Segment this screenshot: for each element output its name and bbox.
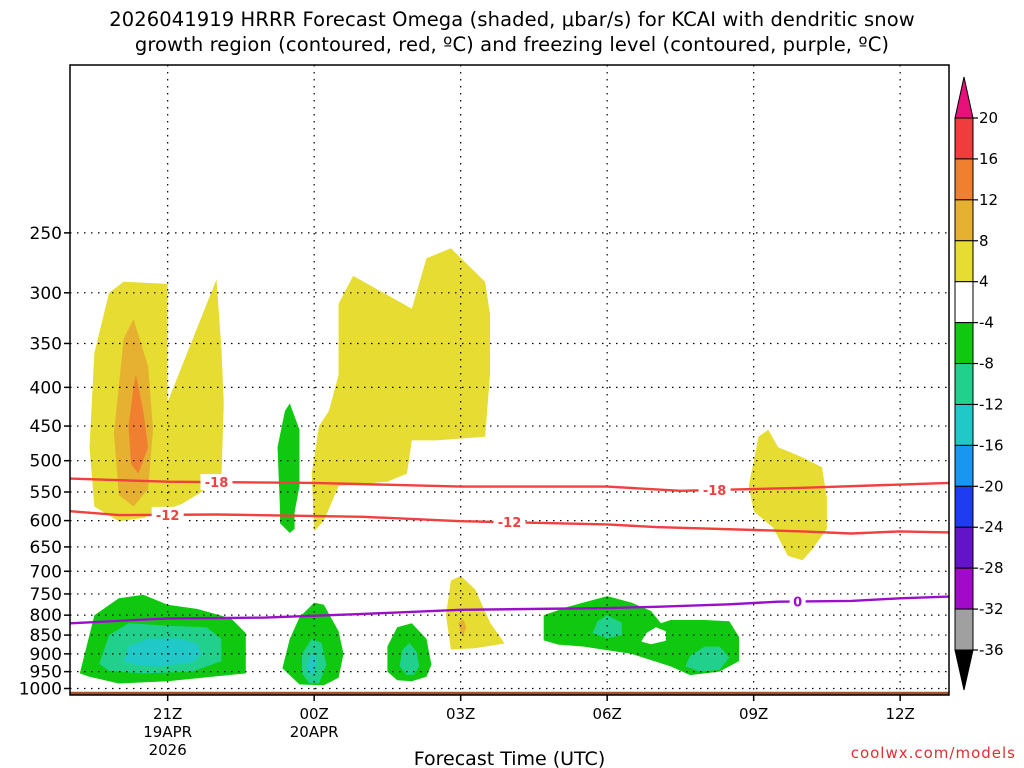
y-tick-label: 800 [30, 606, 62, 626]
omega-shaded-region [641, 627, 666, 645]
y-tick-label: 250 [30, 224, 62, 244]
colorbar-label: -16 [979, 436, 1004, 454]
colorbar-box [954, 240, 974, 283]
colorbar-box [954, 608, 974, 651]
y-tick-label: 700 [30, 562, 62, 582]
colorbar-label: -20 [979, 477, 1004, 495]
colorbar-label: -32 [979, 600, 1004, 618]
y-tick-label: 950 [30, 663, 62, 683]
colorbar-top-arrow [954, 76, 974, 119]
omega-shaded-region [543, 596, 739, 676]
colorbar-bottom-arrow [954, 649, 974, 691]
omega-shaded-region [458, 619, 467, 636]
x-tick-label: 12Z [885, 705, 914, 723]
x-tick-label: 09Z [739, 705, 768, 723]
omega-shaded-region [311, 248, 490, 532]
omega-shaded-region [306, 653, 317, 676]
colorbar-box [954, 117, 974, 160]
colorbar-box [954, 199, 974, 242]
contour-label: -12 [498, 516, 522, 531]
omega-shaded-region [277, 403, 300, 533]
colorbar-box [954, 526, 974, 569]
y-tick-label: 500 [30, 452, 62, 472]
x-tick-label: 00Z [299, 705, 328, 723]
colorbar-label: 16 [979, 150, 998, 168]
colorbar-label: -4 [979, 314, 994, 332]
contour-label: -18 [205, 476, 229, 491]
colorbar-box [954, 363, 974, 405]
colorbar-label: -12 [979, 395, 1004, 413]
contour-line--12 [69, 510, 950, 535]
colorbar-label: 12 [979, 191, 998, 209]
y-tick-label: 850 [30, 626, 62, 646]
plot-frame [69, 64, 950, 696]
contour-label: -18 [703, 484, 727, 499]
contour-label: -12 [156, 509, 180, 524]
colorbar-label: -8 [979, 355, 994, 373]
x-tick-year: 2026 [149, 741, 187, 759]
contour-label-bg [698, 481, 731, 498]
x-axis-title: Forecast Time (UTC) [414, 748, 605, 768]
colorbar-label: 20 [979, 109, 998, 127]
colorbar-label: -36 [979, 641, 1004, 659]
colorbar-box [954, 281, 974, 324]
x-tick-label: 06Z [592, 705, 621, 723]
y-tick-label: 1000 [19, 679, 62, 699]
contour-line-0 [69, 595, 950, 625]
y-tick-label: 300 [30, 284, 62, 304]
omega-shaded-region [123, 638, 202, 667]
omega-shaded-region [592, 615, 622, 639]
y-tick-label: 350 [30, 334, 62, 354]
contour-label-bg [200, 474, 233, 491]
omega-shaded-region [446, 575, 505, 650]
chart-title-line2: growth region (contoured, red, ºC) and f… [134, 33, 890, 56]
colorbar-box [954, 322, 974, 365]
y-tick-label: 550 [30, 483, 62, 503]
omega-shaded-region [399, 642, 420, 676]
chart-title-line1: 2026041919 HRRR Forecast Omega (shaded, … [109, 8, 915, 31]
x-tick-date: 19APR [143, 723, 192, 741]
colorbar-label: 8 [979, 232, 989, 250]
colorbar-label: -24 [979, 518, 1004, 536]
colorbar-box [954, 158, 974, 201]
colorbar-box [954, 567, 974, 610]
omega-shaded-region [748, 429, 827, 561]
contour-line--18 [69, 477, 950, 492]
colorbar-box [954, 444, 974, 487]
colorbar-box [954, 485, 974, 528]
x-tick-date: 20APR [290, 723, 339, 741]
x-tick-label: 03Z [446, 705, 475, 723]
contour-label-bg [789, 593, 806, 610]
surface-layer [70, 691, 949, 695]
y-tick-label: 600 [30, 512, 62, 532]
contour-label: 0 [793, 596, 802, 611]
colorbar-label: -28 [979, 559, 1004, 577]
y-tick-label: 650 [30, 538, 62, 558]
contour-label-bg [151, 506, 184, 523]
omega-shaded-region [128, 374, 149, 474]
y-tick-label: 450 [30, 417, 62, 437]
credit-text: coolwx.com/models [850, 744, 1016, 762]
y-tick-label: 750 [30, 585, 62, 605]
y-tick-label: 400 [30, 378, 62, 398]
contour-label-bg [493, 514, 526, 531]
colorbar-label: 4 [979, 273, 989, 291]
y-tick-label: 900 [30, 645, 62, 665]
omega-shaded-region [685, 646, 730, 672]
colorbar-box [954, 403, 974, 446]
x-tick-label: 21Z [153, 705, 182, 723]
